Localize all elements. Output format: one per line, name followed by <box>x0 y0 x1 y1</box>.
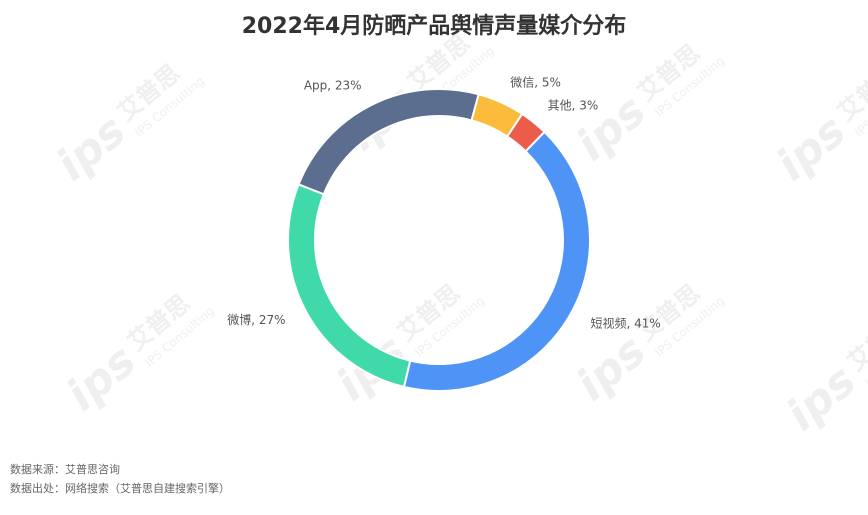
svg-text:艾普思: 艾普思 <box>832 59 868 127</box>
slice-微博 <box>287 183 412 389</box>
slice-label-微博: 微博, 27% <box>227 312 285 327</box>
slice-label-短视频: 短视频, 41% <box>590 316 660 331</box>
slice-label-微信: 微信, 5% <box>510 75 561 89</box>
svg-text:艾普思: 艾普思 <box>842 309 868 377</box>
slice-label-App: App, 23% <box>304 78 362 92</box>
origin-line: 数据出处：网络搜索（艾普思自建搜索引擎） <box>10 482 230 495</box>
slice-短视频 <box>402 130 591 392</box>
source-line: 数据来源：艾普思咨询 <box>10 463 120 476</box>
donut-slices <box>287 88 591 392</box>
slice-labels: App, 23% 微信, 5% 其他, 3% 短视频, 41% 微博, 27% <box>227 75 661 330</box>
slice-label-其他: 其他, 3% <box>548 98 599 112</box>
chart-title: 2022年4月防晒产品舆情声量媒介分布 <box>241 14 627 39</box>
